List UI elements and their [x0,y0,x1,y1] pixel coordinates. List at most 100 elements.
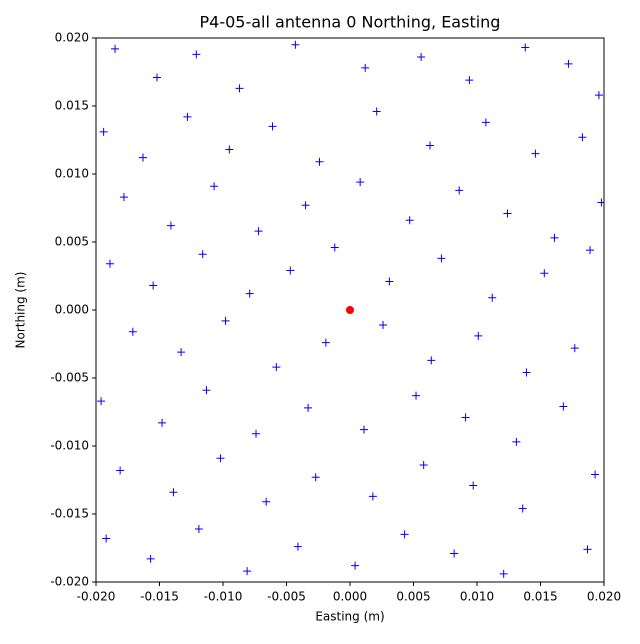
point [564,59,573,68]
point [469,481,478,490]
point [138,153,147,162]
point [245,289,254,298]
point [583,545,592,554]
point [152,73,161,82]
point [368,492,377,501]
point [198,250,207,259]
point [225,145,234,154]
point [400,530,409,539]
point [419,461,428,470]
point [591,470,600,479]
point [437,254,446,263]
point [578,133,587,142]
x-axis-label: Easting (m) [315,610,384,624]
point [417,53,426,62]
point [426,141,435,150]
point [385,277,394,286]
point [291,40,300,49]
point [183,112,192,121]
point [262,497,271,506]
point [301,201,310,210]
point [522,368,531,377]
point [465,76,474,85]
point [503,209,512,218]
point [531,149,540,158]
point [359,425,368,434]
point [550,233,559,242]
point [286,266,295,275]
x-tick-label: -0.020 [77,590,116,604]
point [570,344,579,353]
chart-title: P4-05-all antenna 0 Northing, Easting [200,13,501,32]
point [105,259,114,268]
y-tick-label: -0.020 [50,575,89,589]
point [97,397,106,406]
x-tick-label: 0.000 [333,590,367,604]
y-tick-label: 0.010 [55,167,89,181]
point [252,429,261,438]
point [518,504,527,513]
point [372,107,381,116]
point [512,437,521,446]
point [521,43,530,52]
point [158,418,167,427]
x-tick-label: 0.020 [587,590,621,604]
point [293,542,302,551]
point [192,50,201,59]
point [149,281,158,290]
y-axis-label: Northing (m) [14,272,28,349]
x-tick-label: 0.005 [396,590,430,604]
point [235,84,244,93]
point [540,269,549,278]
point [146,554,155,563]
point [321,338,330,347]
y-tick-label: 0.000 [55,303,89,317]
y-tick-label: -0.015 [50,507,89,521]
point [330,243,339,252]
point [455,186,464,195]
y-tick-label: 0.020 [55,31,89,45]
point [216,454,225,463]
point [427,356,436,365]
point [102,534,111,543]
x-tick-label: 0.010 [460,590,494,604]
point [499,569,508,578]
point [351,561,360,570]
point [474,331,483,340]
point [356,178,365,187]
point [412,391,421,400]
point [254,227,263,236]
point [243,567,252,576]
point [202,386,211,395]
point [488,293,497,302]
point [221,316,230,325]
point [116,466,125,475]
point [99,127,108,136]
point [177,348,186,357]
point [481,118,490,127]
point [311,473,320,482]
x-tick-label: -0.005 [267,590,306,604]
point [304,403,313,412]
point [315,157,324,166]
point [450,549,459,558]
point [461,413,470,422]
y-tick-label: -0.005 [50,371,89,385]
point [268,122,277,131]
point [119,193,128,202]
point [166,221,175,230]
point [559,402,568,411]
x-tick-label: 0.015 [523,590,557,604]
y-tick-label: 0.015 [55,99,89,113]
x-tick-label: -0.010 [204,590,243,604]
y-tick-label: -0.010 [50,439,89,453]
point [405,216,414,225]
point [169,488,178,497]
point [594,91,603,100]
point [346,306,354,314]
point [194,524,203,533]
point [111,44,120,53]
point [361,63,370,72]
point [586,246,595,255]
